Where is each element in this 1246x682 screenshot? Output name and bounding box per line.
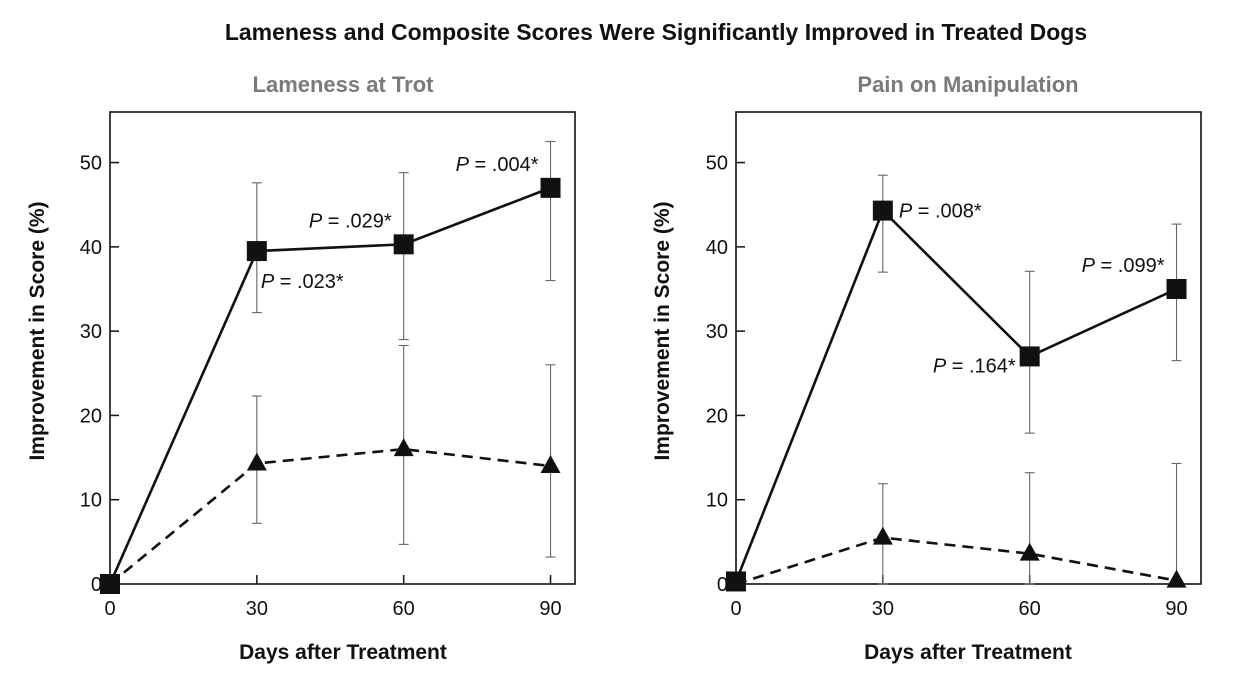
axis-ticks: 0 10 20 30 40 50 0 30 60 90 (80, 153, 562, 620)
p-value: = .099* (1095, 255, 1165, 277)
p-value-label: P = .164* (933, 355, 1016, 377)
p-value-label: P = .029* (309, 210, 392, 232)
p-value: = .023* (274, 271, 344, 293)
triangle-marker (1019, 542, 1040, 561)
series-line-triangle (735, 536, 1177, 586)
p-value-label: P = .004* (456, 154, 539, 176)
square-marker (393, 234, 414, 255)
y-tick-label: 20 (706, 405, 728, 427)
p-value-annotations: P = .008*P = .164*P = .099* (899, 201, 1165, 378)
y-tick-label: 10 (80, 490, 102, 512)
p-symbol: P (933, 355, 947, 377)
p-value: = .004* (469, 154, 539, 176)
x-axis-label: Days after Treatment (864, 641, 1072, 664)
plot-frame (109, 111, 576, 585)
p-value: = .029* (322, 210, 392, 232)
p-value-label: P = .023* (261, 271, 344, 293)
x-tick-label: 0 (730, 598, 741, 620)
x-tick-label: 30 (246, 598, 268, 620)
p-value: = .164* (946, 355, 1016, 377)
triangle-marker (540, 455, 561, 473)
y-tick-label: 40 (80, 237, 102, 259)
triangle-marker (1166, 569, 1187, 588)
y-tick-label: 40 (706, 237, 728, 259)
y-tick-label: 10 (706, 490, 728, 512)
p-symbol: P (1082, 255, 1096, 277)
triangle-marker (393, 438, 414, 457)
figure-title: Lameness and Composite Scores Were Signi… (225, 19, 1087, 45)
p-symbol: P (899, 201, 913, 223)
square-marker (1019, 346, 1040, 367)
y-tick-label: 0 (717, 574, 728, 596)
y-axis-label: Improvement in Score (%) (651, 201, 674, 460)
series-line-square (108, 186, 551, 585)
x-tick-label: 0 (104, 598, 115, 620)
square-marker (540, 177, 561, 198)
p-symbol: P (261, 271, 275, 293)
p-symbol: P (309, 210, 323, 232)
square-marker (246, 241, 267, 262)
x-tick-label: 90 (539, 598, 561, 620)
x-axis-label: Days after Treatment (239, 641, 447, 664)
y-tick-label: 50 (80, 153, 102, 175)
y-tick-label: 30 (706, 321, 728, 343)
p-value-label: P = .008* (899, 201, 982, 223)
p-value-label: P = .099* (1082, 255, 1165, 277)
y-tick-label: 30 (80, 321, 102, 343)
y-tick-label: 0 (91, 574, 102, 596)
series-markers (726, 200, 1187, 592)
square-marker (1166, 279, 1187, 299)
chart-pain-on-manipulation: Pain on Manipulation Improvement in Scor… (651, 72, 1202, 664)
y-tick-label: 50 (706, 153, 728, 175)
square-marker (872, 200, 893, 221)
series-lines (734, 208, 1178, 586)
y-axis-label: Improvement in Score (%) (26, 201, 49, 460)
series-line-square (734, 208, 1178, 582)
axis-ticks: 0 10 20 30 40 50 0 30 60 90 (706, 153, 1188, 620)
series-lines (108, 186, 551, 586)
x-tick-label: 30 (872, 598, 894, 620)
triangle-marker (100, 573, 120, 591)
x-tick-label: 60 (393, 598, 415, 620)
p-value-annotations: P = .023*P = .029*P = .004* (261, 154, 539, 293)
series-line-triangle (109, 447, 551, 586)
series-markers (100, 177, 561, 594)
chart-title: Pain on Manipulation (857, 72, 1078, 97)
p-value: = .008* (912, 201, 982, 223)
x-tick-label: 60 (1019, 598, 1041, 620)
triangle-marker (726, 573, 746, 591)
plot-frame (735, 111, 1202, 585)
error-bars (877, 174, 1182, 585)
chart-title: Lameness at Trot (253, 72, 435, 97)
triangle-marker (246, 452, 267, 471)
triangle-marker (872, 526, 893, 545)
chart-lameness-at-trot: Lameness at Trot Improvement in Score (%… (26, 72, 576, 664)
x-tick-label: 90 (1165, 598, 1187, 620)
y-tick-label: 20 (80, 405, 102, 427)
p-symbol: P (456, 154, 470, 176)
